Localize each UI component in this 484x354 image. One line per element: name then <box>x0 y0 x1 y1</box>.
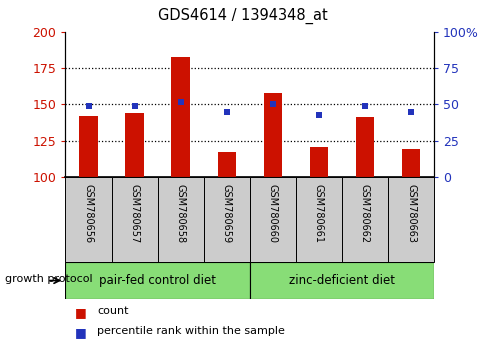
Text: zinc-deficient diet: zinc-deficient diet <box>288 274 394 287</box>
Text: GSM780662: GSM780662 <box>359 184 369 243</box>
Bar <box>249 262 433 299</box>
Bar <box>249 177 295 262</box>
Text: percentile rank within the sample: percentile rank within the sample <box>97 326 284 336</box>
Text: pair-fed control diet: pair-fed control diet <box>99 274 216 287</box>
Text: GSM780656: GSM780656 <box>83 184 93 243</box>
Bar <box>125 113 143 177</box>
Text: growth protocol: growth protocol <box>5 274 92 284</box>
Text: GSM780657: GSM780657 <box>129 184 139 243</box>
Bar <box>295 177 341 262</box>
Bar <box>79 116 97 177</box>
Bar <box>203 177 249 262</box>
Bar <box>309 147 327 177</box>
Text: GSM780659: GSM780659 <box>221 184 231 243</box>
Text: GSM780661: GSM780661 <box>313 184 323 243</box>
Text: GSM780663: GSM780663 <box>405 184 415 243</box>
Bar <box>157 177 203 262</box>
Text: GSM780658: GSM780658 <box>175 184 185 243</box>
Bar <box>355 118 373 177</box>
Bar <box>401 149 419 177</box>
Bar <box>341 177 387 262</box>
Text: ■: ■ <box>75 326 87 339</box>
Bar <box>387 177 433 262</box>
Bar <box>263 93 281 177</box>
Bar <box>65 177 111 262</box>
Bar <box>65 262 249 299</box>
Text: count: count <box>97 306 128 316</box>
Text: ■: ■ <box>75 306 87 319</box>
Text: GDS4614 / 1394348_at: GDS4614 / 1394348_at <box>157 8 327 24</box>
Bar <box>111 177 157 262</box>
Bar <box>171 57 189 177</box>
Bar <box>217 152 235 177</box>
Text: GSM780660: GSM780660 <box>267 184 277 243</box>
